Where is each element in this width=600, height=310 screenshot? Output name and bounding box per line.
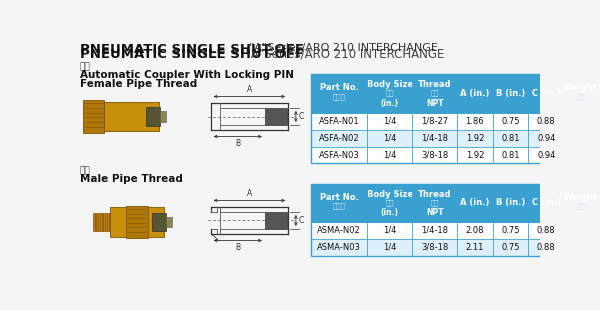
- Text: 规格: 规格: [385, 90, 394, 96]
- Text: Body Size: Body Size: [367, 190, 413, 199]
- Text: ASFA-N02: ASFA-N02: [319, 134, 359, 143]
- Text: PNEUMATIC SINGLE SHUT-OFF: PNEUMATIC SINGLE SHUT-OFF: [80, 43, 304, 56]
- Text: 1/4: 1/4: [383, 134, 397, 143]
- Text: Thread: Thread: [418, 80, 451, 89]
- Bar: [152, 213, 166, 231]
- Text: 0.88: 0.88: [537, 243, 556, 252]
- Text: 1/4: 1/4: [383, 226, 397, 235]
- Bar: [311, 147, 600, 163]
- Text: ASFA-N03: ASFA-N03: [319, 151, 359, 160]
- Text: NPT: NPT: [426, 99, 443, 108]
- Bar: [126, 206, 148, 238]
- Bar: [311, 222, 600, 239]
- Text: A: A: [247, 189, 252, 198]
- Bar: [311, 184, 600, 256]
- Text: (in.): (in.): [380, 99, 398, 108]
- Text: 0.81: 0.81: [502, 134, 520, 143]
- Text: ASMA-N02: ASMA-N02: [317, 226, 361, 235]
- Bar: [93, 213, 110, 231]
- Text: 2.08: 2.08: [466, 226, 484, 235]
- Text: A (in.): A (in.): [460, 89, 490, 98]
- Text: Female Pipe Thread: Female Pipe Thread: [80, 79, 197, 89]
- Text: B: B: [235, 243, 241, 252]
- Text: 3/8-18: 3/8-18: [421, 243, 448, 252]
- Text: 0.75: 0.75: [502, 243, 520, 252]
- Bar: [146, 107, 160, 126]
- Text: C: C: [299, 216, 304, 225]
- Text: "A"Series/ARO 210 INTERCHANGE: "A"Series/ARO 210 INTERCHANGE: [238, 48, 444, 61]
- Text: 规格: 规格: [385, 199, 394, 206]
- Bar: [311, 74, 600, 113]
- Text: ASMA-N03: ASMA-N03: [317, 243, 361, 252]
- Text: 0.94: 0.94: [537, 134, 556, 143]
- Text: 1/8-27: 1/8-27: [421, 117, 448, 126]
- Bar: [311, 130, 600, 147]
- Text: 3/8-18: 3/8-18: [421, 151, 448, 160]
- Bar: [265, 212, 287, 229]
- Text: Part No.: Part No.: [320, 83, 359, 92]
- Text: 0.75: 0.75: [502, 117, 520, 126]
- Text: 母体: 母体: [80, 62, 91, 71]
- Text: 1/4: 1/4: [383, 243, 397, 252]
- Text: A: A: [247, 85, 252, 94]
- Text: 螺纹: 螺纹: [430, 90, 439, 96]
- Text: 订货号: 订货号: [333, 93, 346, 100]
- Text: 1/4: 1/4: [383, 117, 397, 126]
- Text: ASFA-N01: ASFA-N01: [319, 117, 359, 126]
- Text: 1/4-18: 1/4-18: [421, 134, 448, 143]
- Bar: [265, 108, 287, 125]
- Text: 重量: 重量: [577, 93, 586, 100]
- Text: B: B: [235, 139, 241, 148]
- Text: 0.88: 0.88: [537, 117, 556, 126]
- Text: 0.81: 0.81: [502, 151, 520, 160]
- Text: Weight: Weight: [564, 83, 598, 92]
- Text: 1.92: 1.92: [466, 151, 484, 160]
- Bar: [311, 184, 600, 222]
- Text: 0.75: 0.75: [502, 226, 520, 235]
- Text: 2.11: 2.11: [466, 243, 484, 252]
- Text: 0.88: 0.88: [537, 226, 556, 235]
- Text: Body Size: Body Size: [367, 80, 413, 89]
- Text: PNEUMATIC SINGLE SHUT-OFF: PNEUMATIC SINGLE SHUT-OFF: [80, 48, 304, 61]
- Text: Part No.: Part No.: [320, 193, 359, 202]
- Text: 母体: 母体: [80, 166, 91, 175]
- Text: C: C: [299, 112, 304, 121]
- Text: C (in.): C (in.): [532, 89, 561, 98]
- Text: Thread: Thread: [418, 190, 451, 199]
- Text: 1.86: 1.86: [466, 117, 484, 126]
- Text: 0.94: 0.94: [537, 151, 556, 160]
- Text: 1/4-18: 1/4-18: [421, 226, 448, 235]
- Text: 订货号: 订货号: [333, 203, 346, 209]
- Text: B (in.): B (in.): [496, 198, 525, 207]
- Text: Male Pipe Thread: Male Pipe Thread: [80, 174, 182, 184]
- Bar: [166, 217, 172, 228]
- Text: NPT: NPT: [426, 208, 443, 217]
- Text: 重量: 重量: [577, 203, 586, 209]
- Bar: [160, 111, 166, 122]
- Text: 1.92: 1.92: [466, 134, 484, 143]
- Bar: [311, 239, 600, 256]
- Bar: [83, 100, 104, 133]
- Text: "A"Series/ARO 210 INTERCHANGE: "A"Series/ARO 210 INTERCHANGE: [242, 43, 438, 53]
- Text: 螺纹: 螺纹: [430, 199, 439, 206]
- Bar: [110, 207, 164, 237]
- Text: A (in.): A (in.): [460, 198, 490, 207]
- Text: B (in.): B (in.): [496, 89, 525, 98]
- Text: Package: Package: [599, 193, 600, 202]
- Text: Automatic Coupler With Locking PIN: Automatic Coupler With Locking PIN: [80, 69, 293, 80]
- Bar: [311, 113, 600, 130]
- Text: 1/4: 1/4: [383, 151, 397, 160]
- Bar: [104, 102, 158, 131]
- Bar: [311, 74, 600, 163]
- Text: Package: Package: [599, 83, 600, 92]
- Text: (in.): (in.): [380, 208, 398, 217]
- Text: Weight: Weight: [564, 193, 598, 202]
- Text: C (in.): C (in.): [532, 198, 561, 207]
